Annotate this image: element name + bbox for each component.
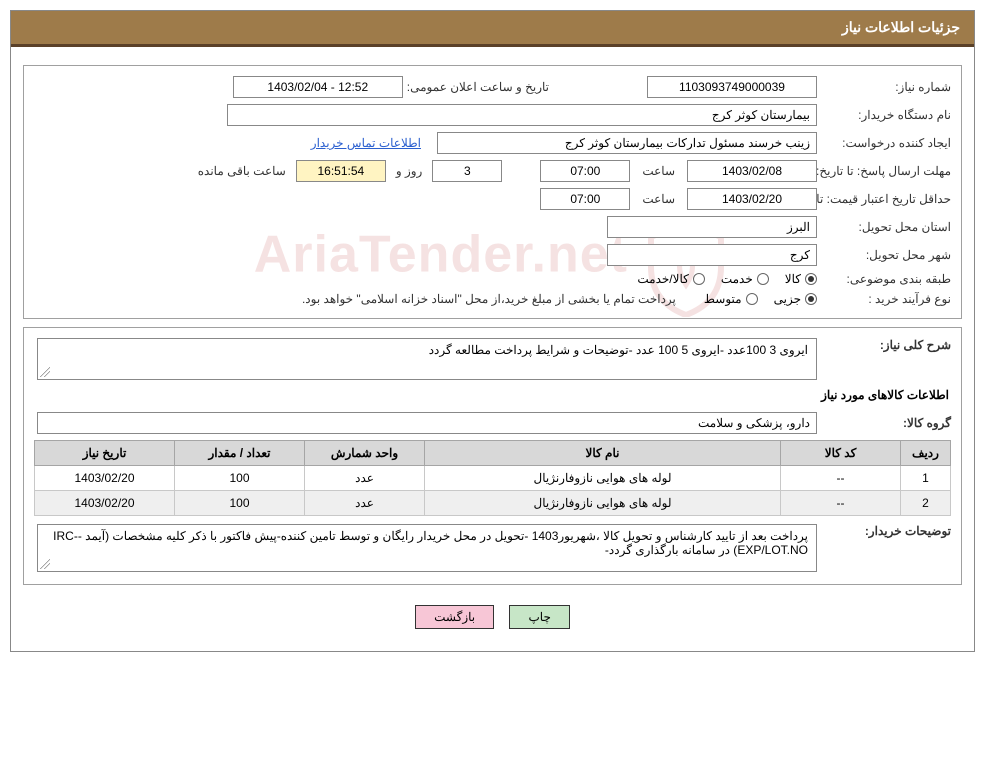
process-label: نوع فرآیند خرید : [821, 292, 951, 306]
requester-label: ایجاد کننده درخواست: [821, 136, 951, 150]
resize-handle-icon [40, 367, 50, 377]
table-cell: 2 [901, 491, 951, 516]
radio-service[interactable] [757, 273, 769, 285]
city-label: شهر محل تحویل: [821, 248, 951, 262]
need-no-label: شماره نیاز: [821, 80, 951, 94]
radio-goods[interactable] [805, 273, 817, 285]
radio-goods-service[interactable] [693, 273, 705, 285]
province-field: البرز [607, 216, 817, 238]
table-cell: عدد [305, 466, 425, 491]
table-cell: 1403/02/20 [35, 466, 175, 491]
items-title: اطلاعات کالاهای مورد نیاز [36, 388, 949, 402]
summary-field: ایروی 3 100عدد -ایروی 5 100 عدد -توضیحات… [37, 338, 817, 380]
contact-link[interactable]: اطلاعات تماس خریدار [311, 136, 421, 150]
table-row: 1--لوله های هوایی نازوفارنژیالعدد1001403… [35, 466, 951, 491]
remain-label: ساعت باقی مانده [198, 164, 286, 178]
deadline-label: مهلت ارسال پاسخ: تا تاریخ: [821, 164, 951, 178]
price-valid-label: حداقل تاریخ اعتبار قیمت: تا تاریخ: [821, 192, 951, 206]
header-title: جزئیات اطلاعات نیاز [842, 19, 960, 35]
table-cell: 100 [175, 466, 305, 491]
group-label: گروه کالا: [821, 416, 951, 430]
deadline-date-field: 1403/02/08 [687, 160, 817, 182]
announce-label: تاریخ و ساعت اعلان عمومی: [407, 80, 549, 94]
time-label-1: ساعت [642, 164, 675, 178]
table-header: نام کالا [425, 441, 781, 466]
header-bar: جزئیات اطلاعات نیاز [11, 11, 974, 47]
content-area: AriaTender.net شماره نیاز: 1103093749000… [11, 47, 974, 651]
buyer-org-field: بیمارستان کوثر کرج [227, 104, 817, 126]
items-table: ردیفکد کالانام کالاواحد شمارشتعداد / مقد… [34, 440, 951, 516]
button-bar: چاپ بازگشت [23, 593, 962, 643]
radio-medium[interactable] [746, 293, 758, 305]
buyer-note-label: توضیحات خریدار: [821, 524, 951, 538]
table-header: کد کالا [781, 441, 901, 466]
group-field: دارو، پزشکی و سلامت [37, 412, 817, 434]
table-header: واحد شمارش [305, 441, 425, 466]
category-label: طبقه بندی موضوعی: [821, 272, 951, 286]
requester-field: زینب خرسند مسئول تدارکات بیمارستان کوثر … [437, 132, 817, 154]
table-header: تعداد / مقدار [175, 441, 305, 466]
table-header: ردیف [901, 441, 951, 466]
table-cell: عدد [305, 491, 425, 516]
print-button[interactable]: چاپ [509, 605, 569, 629]
table-cell: 1 [901, 466, 951, 491]
deadline-time-field: 07:00 [540, 160, 630, 182]
table-cell: -- [781, 466, 901, 491]
process-note: پرداخت تمام یا بخشی از مبلغ خرید،از محل … [302, 292, 676, 306]
table-row: 2--لوله های هوایی نازوفارنژیالعدد1001403… [35, 491, 951, 516]
table-header: تاریخ نیاز [35, 441, 175, 466]
table-cell: 100 [175, 491, 305, 516]
time-label-2: ساعت [642, 192, 675, 206]
need-no-field: 1103093749000039 [647, 76, 817, 98]
table-cell: -- [781, 491, 901, 516]
province-label: استان محل تحویل: [821, 220, 951, 234]
process-radio-group: جزیی متوسط [704, 292, 817, 306]
announce-field: 1403/02/04 - 12:52 [233, 76, 403, 98]
table-cell: 1403/02/20 [35, 491, 175, 516]
price-valid-date-field: 1403/02/20 [687, 188, 817, 210]
back-button[interactable]: بازگشت [415, 605, 494, 629]
buyer-note-field: پرداخت بعد از تایید کارشناس و تحویل کالا… [37, 524, 817, 572]
radio-partial[interactable] [805, 293, 817, 305]
table-cell: لوله های هوایی نازوفارنژیال [425, 466, 781, 491]
form-main: شماره نیاز: 1103093749000039 تاریخ و ساع… [23, 65, 962, 319]
days-field: 3 [432, 160, 502, 182]
form-items: شرح کلی نیاز: ایروی 3 100عدد -ایروی 5 10… [23, 327, 962, 585]
countdown-field: 16:51:54 [296, 160, 386, 182]
price-valid-time-field: 07:00 [540, 188, 630, 210]
category-radio-group: کالا خدمت کالا/خدمت [637, 272, 817, 286]
resize-handle-icon [40, 559, 50, 569]
summary-label: شرح کلی نیاز: [821, 338, 951, 352]
city-field: کرج [607, 244, 817, 266]
days-and-label: روز و [396, 164, 423, 178]
buyer-org-label: نام دستگاه خریدار: [821, 108, 951, 122]
main-panel: جزئیات اطلاعات نیاز AriaTender.net شماره… [10, 10, 975, 652]
table-cell: لوله های هوایی نازوفارنژیال [425, 491, 781, 516]
